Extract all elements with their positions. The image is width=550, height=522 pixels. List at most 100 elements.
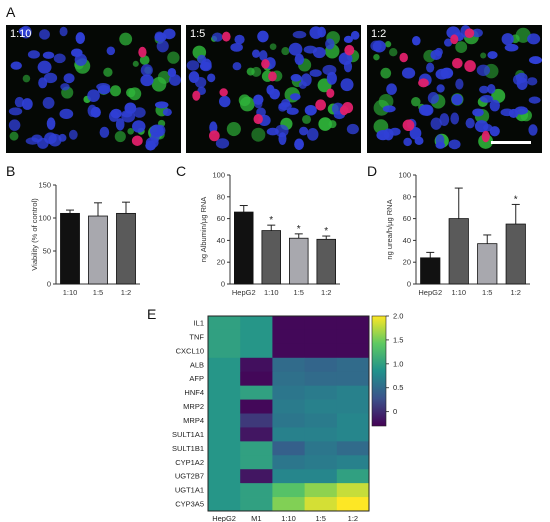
heatmap-cell	[272, 455, 305, 470]
green-signal	[119, 32, 133, 46]
nucleus	[14, 96, 25, 108]
red-nucleus	[253, 113, 263, 125]
nucleus	[455, 78, 464, 90]
heatmap-cell	[336, 455, 370, 470]
nucleus	[251, 49, 261, 58]
heatmap-cell	[272, 441, 305, 456]
red-nucleus	[452, 58, 463, 69]
y-axis-title: ng urea/h/µg RNA	[385, 199, 394, 259]
micrograph-ratio-label: 1:10	[10, 28, 32, 40]
heatmap-cell	[240, 385, 273, 400]
nucleus	[96, 83, 111, 91]
nucleus	[215, 138, 230, 149]
nucleus	[508, 108, 519, 118]
heatmap-cell	[208, 371, 241, 387]
heatmap-cell	[272, 483, 305, 498]
colorbar-tick-label: 0.5	[393, 383, 403, 392]
x-tick-label: 1:5	[294, 288, 304, 297]
nucleus	[343, 35, 353, 44]
red-nucleus	[464, 28, 475, 39]
nucleus	[140, 74, 154, 87]
row-label: CYP1A2	[175, 458, 204, 467]
bar	[420, 257, 441, 285]
column-label: M1	[251, 514, 261, 522]
nucleus	[219, 95, 231, 108]
nucleus	[294, 138, 304, 150]
x-tick-label: 1:2	[121, 288, 131, 297]
nucleus	[304, 105, 317, 116]
heatmap-cell	[304, 469, 338, 484]
heatmap-cell	[240, 413, 273, 428]
nucleus	[99, 126, 110, 138]
nucleus	[42, 51, 55, 59]
nucleus	[140, 64, 153, 77]
nucleus	[38, 77, 48, 89]
heatmap-cell	[208, 357, 241, 373]
heatmap-cell	[240, 316, 273, 331]
nucleus	[132, 120, 146, 133]
panel-label-e: E	[147, 306, 157, 322]
red-nucleus	[450, 34, 459, 45]
heatmap-cell	[336, 469, 370, 484]
colorbar-tick-label: 0	[393, 407, 397, 416]
heatmap-cell	[304, 399, 338, 414]
nucleus	[53, 53, 66, 64]
heatmap-border	[207, 315, 370, 512]
bar	[234, 211, 254, 285]
nucleus	[59, 26, 68, 37]
heatmap-cell	[208, 441, 241, 456]
red-nucleus	[268, 71, 277, 82]
nucleus	[307, 127, 319, 141]
heatmap-cell	[208, 497, 241, 512]
nucleus	[68, 129, 78, 140]
green-signal	[109, 85, 122, 97]
nucleus	[59, 108, 74, 120]
heatmap-cell	[208, 316, 241, 331]
nucleus	[465, 117, 475, 129]
heatmap-cell	[272, 413, 305, 428]
heatmap-cell	[304, 357, 338, 373]
heatmap-cell	[304, 483, 338, 498]
x-tick-label: HepG2	[232, 288, 256, 297]
nucleus	[167, 67, 177, 78]
colorbar-tick-label: 1.0	[393, 359, 403, 368]
nucleus	[154, 32, 167, 42]
row-label: CYP3A5	[175, 500, 204, 509]
heatmap-cell	[336, 343, 370, 359]
column-label: 1:10	[281, 514, 296, 522]
nucleus	[325, 38, 335, 50]
bar	[88, 215, 108, 285]
red-nucleus	[342, 101, 354, 114]
heatmap-cell	[336, 399, 370, 414]
row-label: HNF4	[184, 388, 204, 397]
y-tick-label: 150	[38, 181, 51, 190]
y-tick-label: 20	[217, 258, 225, 267]
red-nucleus	[315, 99, 326, 111]
nucleus	[427, 92, 439, 104]
nucleus	[286, 107, 299, 115]
heatmap-cell	[240, 441, 273, 456]
x-tick-label: 1:5	[482, 288, 492, 297]
nucleus	[444, 38, 453, 47]
row-label: UGT2B7	[175, 472, 204, 481]
nucleus	[370, 40, 382, 52]
nucleus	[409, 126, 422, 140]
nucleus	[259, 50, 268, 61]
y-tick-label: 60	[403, 214, 411, 223]
significance-marker: *	[269, 215, 273, 226]
nucleus	[27, 50, 40, 59]
nucleus	[418, 104, 433, 116]
nucleus	[487, 51, 498, 59]
micrograph-1-5: 1:5	[186, 25, 361, 153]
panel-label-c: C	[176, 163, 187, 179]
heatmap-cell	[336, 483, 370, 498]
nucleus	[71, 48, 83, 57]
heatmap-cell	[304, 427, 338, 442]
red-nucleus	[418, 78, 429, 88]
x-tick-label: 1:5	[93, 288, 103, 297]
heatmap-cell	[304, 316, 338, 331]
green-signal	[380, 67, 392, 79]
nucleus	[476, 64, 491, 76]
heatmap-cell	[272, 497, 305, 512]
heatmap-cell	[304, 413, 338, 428]
